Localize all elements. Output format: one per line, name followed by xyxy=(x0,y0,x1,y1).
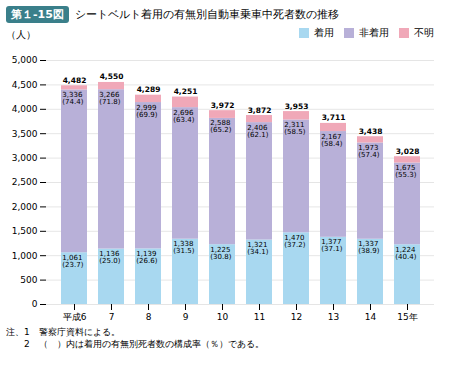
svg-text:平成6: 平成6 xyxy=(63,312,87,322)
svg-text:2,311(58.5): 2,311(58.5) xyxy=(284,121,305,136)
html-text:不明: 不明 xyxy=(414,26,434,38)
svg-text:5,000: 5,000 xyxy=(12,55,38,65)
svg-text:2,500: 2,500 xyxy=(12,177,38,187)
svg-text:3,000: 3,000 xyxy=(12,153,38,163)
svg-text:14: 14 xyxy=(365,312,377,322)
svg-text:1,500: 1,500 xyxy=(12,226,38,236)
svg-text:2,999(69.9): 2,999(69.9) xyxy=(136,104,157,119)
svg-text:3,872: 3,872 xyxy=(248,106,272,115)
svg-text:13: 13 xyxy=(328,312,339,322)
svg-text:1,139(26.6): 1,139(26.6) xyxy=(136,250,157,265)
svg-text:4,500: 4,500 xyxy=(12,80,38,90)
svg-text:500: 500 xyxy=(20,275,37,285)
svg-text:4,000: 4,000 xyxy=(12,104,38,114)
svg-text:1,470(37.2): 1,470(37.2) xyxy=(284,234,305,249)
svg-text:1,973(57.4): 1,973(57.4) xyxy=(358,144,379,159)
svg-text:3,953: 3,953 xyxy=(285,102,309,111)
svg-text:1,675(55.3): 1,675(55.3) xyxy=(395,164,416,179)
svg-text:8: 8 xyxy=(146,312,152,322)
svg-text:3,972: 3,972 xyxy=(211,101,235,110)
html-text:（人）: （人） xyxy=(6,29,36,40)
svg-text:1,224(40.4): 1,224(40.4) xyxy=(395,246,416,261)
html-text:非着用: 非着用 xyxy=(359,26,389,38)
svg-text:1,225(30.8): 1,225(30.8) xyxy=(210,246,231,261)
svg-text:3,711: 3,711 xyxy=(322,113,346,122)
svg-text:2,696(63.4): 2,696(63.4) xyxy=(173,109,194,124)
svg-text:3,266(71.8): 3,266(71.8) xyxy=(99,91,120,106)
svg-text:4,251: 4,251 xyxy=(174,87,198,96)
svg-text:15年: 15年 xyxy=(397,312,417,322)
svg-text:1,337(38.9): 1,337(38.9) xyxy=(358,240,379,255)
svg-text:12: 12 xyxy=(291,312,302,322)
svg-text:10: 10 xyxy=(217,312,229,322)
svg-text:3,028: 3,028 xyxy=(396,147,420,156)
svg-text:1,321(34.1): 1,321(34.1) xyxy=(247,241,268,256)
svg-text:3,438: 3,438 xyxy=(359,127,383,136)
svg-text:9: 9 xyxy=(183,312,189,322)
svg-text:2,000: 2,000 xyxy=(12,202,38,212)
html-text:2 （ ）内は着用の有無別死者数の構成率（％）である。: 2 （ ）内は着用の有無別死者数の構成率（％）である。 xyxy=(6,339,264,349)
html-text:シートベルト着用の有無別自動車乗車中死者数の推移: シートベルト着用の有無別自動車乗車中死者数の推移 xyxy=(74,7,339,21)
svg-text:1,338(31.5): 1,338(31.5) xyxy=(173,240,194,255)
svg-text:2,406(62.1): 2,406(62.1) xyxy=(247,124,268,139)
html-text:着用: 着用 xyxy=(314,26,334,38)
svg-text:1,000: 1,000 xyxy=(12,251,38,261)
svg-text:11: 11 xyxy=(254,312,265,322)
html-text:第１-15図: 第１-15図 xyxy=(11,7,64,21)
svg-text:4,550: 4,550 xyxy=(100,72,124,81)
svg-text:7: 7 xyxy=(109,312,115,322)
svg-text:2,167(58.4): 2,167(58.4) xyxy=(321,133,342,148)
svg-text:4,289: 4,289 xyxy=(137,85,161,94)
svg-text:3,336(74.4): 3,336(74.4) xyxy=(62,91,83,106)
html-text:注、1 警察庁資料による。: 注、1 警察庁資料による。 xyxy=(6,327,120,337)
svg-text:2,588(65.2): 2,588(65.2) xyxy=(210,119,231,134)
svg-text:0: 0 xyxy=(32,299,38,309)
svg-text:4,482: 4,482 xyxy=(63,76,87,85)
svg-text:1,377(37.1): 1,377(37.1) xyxy=(321,238,342,253)
svg-text:3,500: 3,500 xyxy=(12,129,38,139)
svg-text:1,136(25.0): 1,136(25.0) xyxy=(99,250,120,265)
svg-text:1,061(23.7): 1,061(23.7) xyxy=(62,254,83,269)
